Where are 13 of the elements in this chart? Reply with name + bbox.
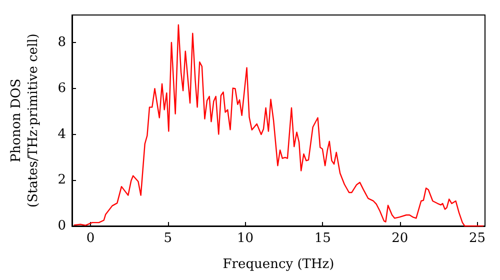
x-tick-label: 20 (392, 231, 408, 246)
x-tick-label: 15 (314, 231, 331, 246)
y-tick-label: 0 (58, 218, 66, 234)
x-tick-label: 10 (236, 231, 254, 246)
x-axis-title: Frequency (THz) (222, 257, 334, 272)
x-tick-label: 5 (164, 231, 172, 246)
x-tick-label: 25 (468, 231, 486, 246)
y-tick-label: 4 (58, 126, 66, 142)
y-tick-label: 2 (58, 172, 66, 188)
y-tick-label: 8 (58, 35, 66, 50)
x-tick-label: 0 (86, 231, 95, 246)
y-axis-title: Phonon DOS (States/THz·primitive cell) (9, 33, 41, 208)
y-tick-label: 6 (58, 80, 66, 96)
